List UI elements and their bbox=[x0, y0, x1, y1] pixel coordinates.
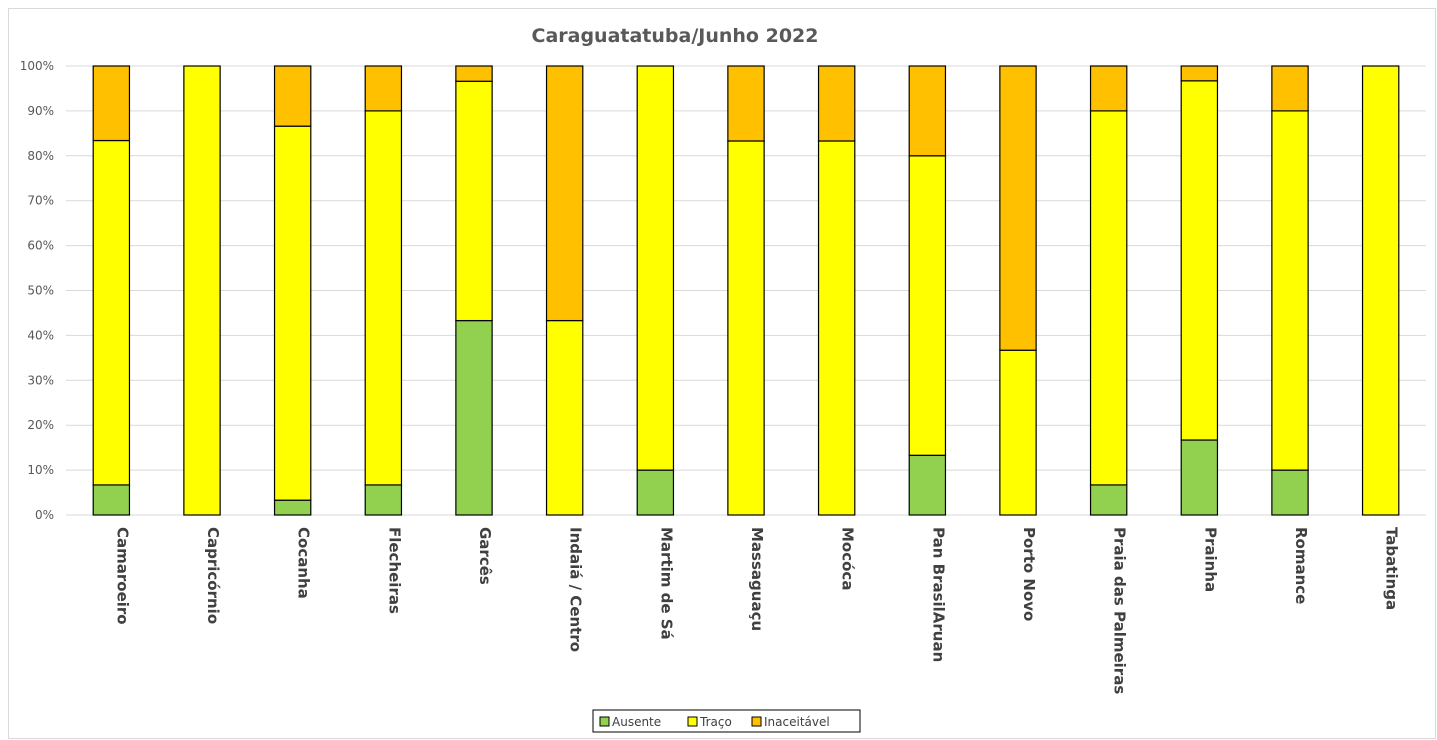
y-tick-label: 30% bbox=[27, 373, 54, 387]
bar-segment bbox=[636, 469, 675, 516]
bar-segment bbox=[999, 349, 1037, 516]
bar-segment bbox=[1089, 484, 1128, 516]
bar-segment bbox=[455, 65, 493, 82]
x-tick-label: Porto Novo bbox=[1020, 527, 1038, 621]
bar-segment bbox=[92, 65, 131, 142]
x-tick-label: Indaiá / Centro bbox=[567, 527, 585, 652]
bar-segment bbox=[1089, 110, 1128, 486]
legend: Ausente Traço Inaceitável bbox=[592, 709, 861, 733]
y-tick-label: 70% bbox=[27, 194, 54, 208]
bars bbox=[92, 65, 1400, 516]
bar-segment bbox=[455, 319, 493, 516]
bar-segment bbox=[1271, 65, 1309, 112]
x-tick-label: Martim de Sá bbox=[657, 527, 675, 640]
bar-segment bbox=[273, 65, 312, 127]
y-tick-label: 60% bbox=[27, 239, 54, 253]
legend-box bbox=[592, 709, 861, 733]
bar-segment bbox=[908, 65, 947, 157]
bar-segment bbox=[1180, 65, 1219, 82]
bar-segment bbox=[1180, 80, 1219, 441]
legend-swatch bbox=[687, 716, 698, 727]
y-tick-label: 100% bbox=[20, 59, 54, 73]
x-axis-ticks: Camaroeiro Capricórnio Cocanha Flecheiras Ga… bbox=[113, 527, 1400, 694]
legend-swatch bbox=[751, 716, 762, 727]
legend-label: Inaceitável bbox=[764, 715, 830, 729]
x-tick-label: Praia das Palmeiras bbox=[1111, 527, 1129, 694]
bar-segment bbox=[817, 65, 856, 142]
x-tick-label: Romance bbox=[1292, 527, 1310, 604]
bar-segment bbox=[908, 454, 947, 516]
bar-segment bbox=[545, 65, 584, 322]
bar-segment bbox=[1271, 110, 1309, 471]
y-tick-label: 20% bbox=[27, 418, 54, 432]
x-tick-label: Cocanha bbox=[295, 527, 313, 599]
x-tick-label: Mocóca bbox=[839, 527, 857, 590]
bar-segment bbox=[999, 65, 1037, 351]
x-tick-label: Flecheiras bbox=[385, 527, 403, 614]
y-axis-ticks: 0% 10% 20% 30% 40% 50% 60% 70% 80% 90% 100% bbox=[20, 59, 54, 522]
bar-segment bbox=[817, 140, 856, 516]
bar-segment bbox=[727, 140, 765, 516]
bar-segment bbox=[545, 319, 584, 516]
bar-segment bbox=[92, 484, 131, 516]
chart-title: Caraguatatuba/Junho 2022 bbox=[532, 25, 819, 47]
x-tick-label: Garcês bbox=[476, 527, 494, 585]
x-tick-label: Massaguaçu bbox=[748, 527, 766, 631]
bar-segment bbox=[636, 65, 675, 471]
y-tick-label: 40% bbox=[27, 328, 54, 342]
x-tick-label: Camaroeiro bbox=[113, 527, 131, 625]
x-tick-label: Prainha bbox=[1201, 527, 1219, 592]
bar-segment bbox=[908, 155, 947, 456]
y-tick-label: 90% bbox=[27, 104, 54, 118]
bar-segment bbox=[273, 125, 312, 501]
bar-segment bbox=[183, 65, 221, 516]
bar-segment bbox=[364, 110, 403, 486]
bar-segment bbox=[1180, 439, 1219, 516]
bar-segment bbox=[1361, 65, 1400, 516]
bar-segment bbox=[1271, 469, 1309, 516]
bar-segment bbox=[92, 139, 131, 486]
x-tick-label: Pan BrasilAruan bbox=[929, 527, 947, 662]
x-tick-label: Tabatinga bbox=[1383, 527, 1401, 610]
legend-label: Ausente bbox=[612, 715, 661, 729]
legend-swatch bbox=[599, 716, 610, 727]
bar-segment bbox=[1089, 65, 1128, 112]
y-tick-label: 0% bbox=[35, 508, 54, 522]
bar-segment bbox=[455, 80, 493, 322]
y-tick-label: 80% bbox=[27, 149, 54, 163]
bar-segment bbox=[364, 484, 403, 516]
y-tick-label: 50% bbox=[27, 284, 54, 298]
x-tick-label: Capricórnio bbox=[204, 527, 222, 624]
legend-label: Traço bbox=[699, 715, 732, 729]
bar-segment bbox=[727, 65, 765, 142]
bar-segment bbox=[273, 499, 312, 516]
bar-segment bbox=[364, 65, 403, 112]
y-tick-label: 10% bbox=[27, 463, 54, 477]
